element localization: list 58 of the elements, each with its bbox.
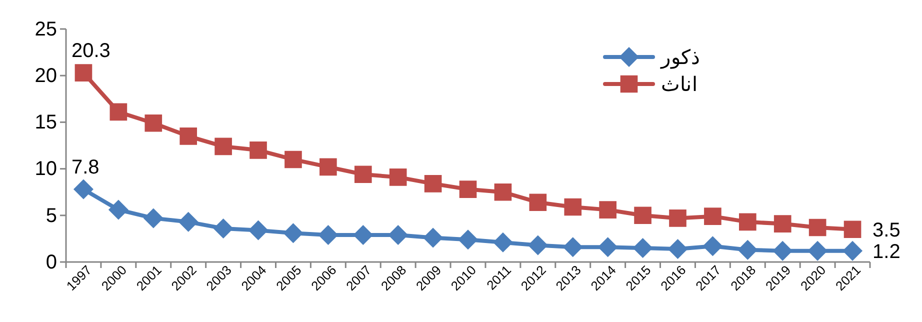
point <box>250 142 267 159</box>
point <box>528 235 548 256</box>
point <box>774 215 792 232</box>
point <box>459 180 477 198</box>
point <box>492 232 513 252</box>
data-label: 20.3 <box>71 40 110 62</box>
point <box>738 240 758 260</box>
point <box>704 208 722 225</box>
point <box>108 200 128 220</box>
data-label: 7.8 <box>71 156 100 178</box>
point <box>178 212 198 232</box>
y-tick-label: 5 <box>46 204 57 227</box>
point <box>808 218 826 236</box>
point <box>808 240 828 261</box>
point <box>423 228 444 248</box>
point <box>320 158 337 176</box>
point <box>143 208 164 228</box>
point <box>702 236 723 256</box>
y-tick-label: 0 <box>46 251 57 274</box>
point <box>144 114 162 132</box>
point <box>318 224 338 245</box>
legend-label: اناث <box>661 74 698 96</box>
point <box>353 224 374 245</box>
point <box>632 238 653 258</box>
legend-label: ذكور <box>660 47 700 69</box>
point <box>458 230 478 250</box>
data-label: 3.5 <box>872 219 900 242</box>
point <box>772 240 793 261</box>
point <box>110 103 128 121</box>
y-tick-label: 20 <box>34 65 57 87</box>
point <box>564 198 582 216</box>
point <box>599 201 616 218</box>
y-tick-label: 10 <box>34 158 57 180</box>
point <box>424 175 442 192</box>
point <box>74 64 92 82</box>
point <box>214 138 232 156</box>
y-tick-label: 15 <box>34 112 57 134</box>
point <box>634 206 652 224</box>
point <box>389 168 407 186</box>
point <box>738 213 756 231</box>
point <box>668 238 688 259</box>
point <box>73 179 94 200</box>
data-label: 1.2 <box>872 240 900 263</box>
y-tick-label: 25 <box>34 18 57 40</box>
point <box>598 237 618 258</box>
point <box>180 128 198 145</box>
point <box>844 220 862 238</box>
point <box>388 224 408 245</box>
point <box>284 150 302 168</box>
point <box>354 166 372 184</box>
point <box>842 240 863 261</box>
point <box>283 223 304 244</box>
point <box>494 183 512 201</box>
point <box>529 194 547 212</box>
point <box>248 220 268 240</box>
point <box>213 218 234 238</box>
point <box>669 210 686 227</box>
point <box>562 237 583 258</box>
